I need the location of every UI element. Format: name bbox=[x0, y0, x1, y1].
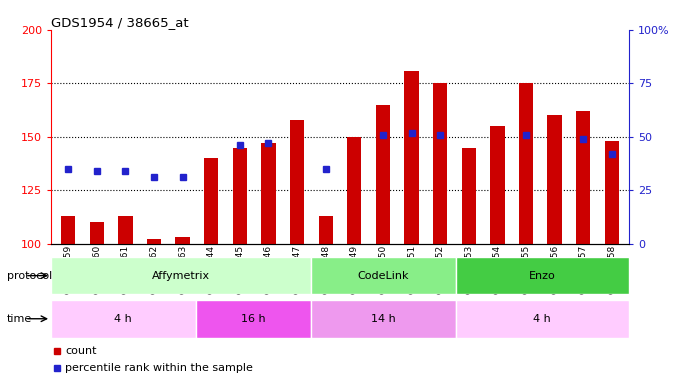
Bar bbox=[61, 216, 75, 244]
Bar bbox=[147, 240, 161, 244]
Bar bbox=[456, 300, 629, 338]
Bar bbox=[90, 222, 104, 244]
Bar bbox=[456, 257, 629, 294]
Bar bbox=[490, 126, 505, 244]
Text: 14 h: 14 h bbox=[371, 314, 396, 324]
Text: 4 h: 4 h bbox=[533, 314, 551, 324]
Bar bbox=[519, 84, 533, 244]
Bar bbox=[51, 257, 311, 294]
Bar bbox=[196, 300, 311, 338]
Bar bbox=[547, 116, 562, 244]
Bar bbox=[318, 216, 333, 244]
Text: percentile rank within the sample: percentile rank within the sample bbox=[65, 363, 254, 373]
Bar bbox=[376, 105, 390, 244]
Bar bbox=[605, 141, 619, 244]
Bar bbox=[51, 300, 196, 338]
Bar bbox=[261, 143, 275, 244]
Text: count: count bbox=[65, 346, 97, 356]
Bar bbox=[233, 147, 247, 244]
Text: time: time bbox=[7, 314, 32, 324]
Bar bbox=[290, 120, 304, 244]
Text: protocol: protocol bbox=[7, 271, 52, 280]
Bar bbox=[118, 216, 133, 244]
Text: Affymetrix: Affymetrix bbox=[152, 271, 210, 280]
Bar bbox=[462, 147, 476, 244]
Text: CodeLink: CodeLink bbox=[358, 271, 409, 280]
Text: 4 h: 4 h bbox=[114, 314, 132, 324]
Bar bbox=[576, 111, 590, 244]
Text: Enzo: Enzo bbox=[529, 271, 556, 280]
Bar bbox=[311, 300, 456, 338]
Bar bbox=[204, 158, 218, 244]
Bar bbox=[175, 237, 190, 244]
Text: 16 h: 16 h bbox=[241, 314, 266, 324]
Bar bbox=[311, 257, 456, 294]
Text: GDS1954 / 38665_at: GDS1954 / 38665_at bbox=[51, 16, 188, 29]
Bar bbox=[347, 137, 362, 244]
Bar bbox=[405, 70, 419, 244]
Bar bbox=[433, 84, 447, 244]
